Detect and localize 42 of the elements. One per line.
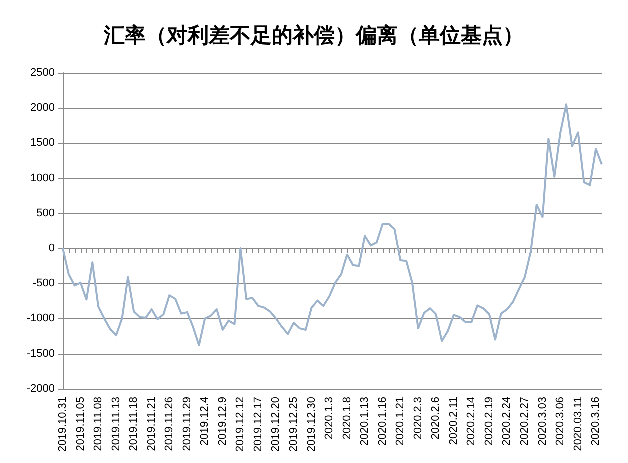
x-tick-label: 2019.11.18 — [128, 396, 140, 452]
x-tick-label: 2019.11.05 — [74, 396, 87, 452]
x-tick-label: 2020.2.6 — [430, 396, 442, 440]
y-tick-label: 0 — [48, 242, 55, 255]
x-tick-label: 2019.11.21 — [146, 396, 158, 452]
x-tick-label: 2019.12.17 — [252, 396, 264, 452]
x-tick-label: 2020.1.16 — [376, 396, 389, 446]
x-tick-label: 2019.11.13 — [110, 396, 122, 452]
x-tick-label: 2019.11.29 — [181, 396, 194, 452]
x-tick-label: 2020.2.27 — [519, 396, 531, 446]
y-tick-label: 2000 — [30, 102, 55, 114]
x-tick-label: 2020.3.16 — [590, 396, 602, 446]
x-tick-label: 2019.12.25 — [288, 396, 300, 452]
x-tick-label: 2020.3.03 — [536, 396, 549, 446]
x-tick-label: 2020.1.8 — [341, 396, 354, 440]
x-tick-label: 2019.10.31 — [57, 396, 69, 452]
x-tick-label: 2020.2.14 — [466, 396, 478, 446]
x-tick-label: 2020.2.24 — [501, 396, 514, 446]
x-tick-label: 2019.11.08 — [92, 396, 105, 452]
x-tick-label: 2020.1.13 — [359, 396, 372, 446]
y-tick-label: 2500 — [30, 67, 55, 79]
y-tick-label: 1500 — [30, 137, 55, 150]
chart-title: 汇率（对利差不足的补偿）偏离（单位基点） — [103, 24, 524, 48]
x-tick-label: 2020.2.11 — [448, 396, 460, 446]
x-tick-label: 2019.12.30 — [306, 396, 318, 452]
y-tick-label: -2000 — [26, 382, 55, 395]
y-tick-label: -1000 — [26, 312, 55, 325]
x-tick-label: 2019.12.4 — [199, 396, 212, 446]
y-tick-label: -500 — [32, 278, 55, 290]
x-tick-label: 2020.2.3 — [412, 396, 424, 440]
x-tick-label: 2020.03.11 — [572, 396, 584, 452]
x-tick-label: 2019.12.12 — [234, 396, 247, 452]
x-tick-label: 2020.3.06 — [554, 396, 567, 446]
x-tick-label: 2019.12.9 — [216, 396, 229, 446]
x-tick-label: 2020.2.19 — [483, 396, 496, 446]
y-tick-label: -1500 — [26, 348, 55, 360]
x-tick-label: 2019.12.20 — [270, 396, 282, 452]
x-tick-label: 2020.1.21 — [394, 396, 407, 446]
x-tick-label: 2019.11.26 — [164, 396, 176, 452]
y-tick-label: 1000 — [30, 172, 55, 184]
x-tick-label: 2020.1.3 — [324, 396, 336, 440]
y-tick-label: 500 — [36, 207, 55, 220]
